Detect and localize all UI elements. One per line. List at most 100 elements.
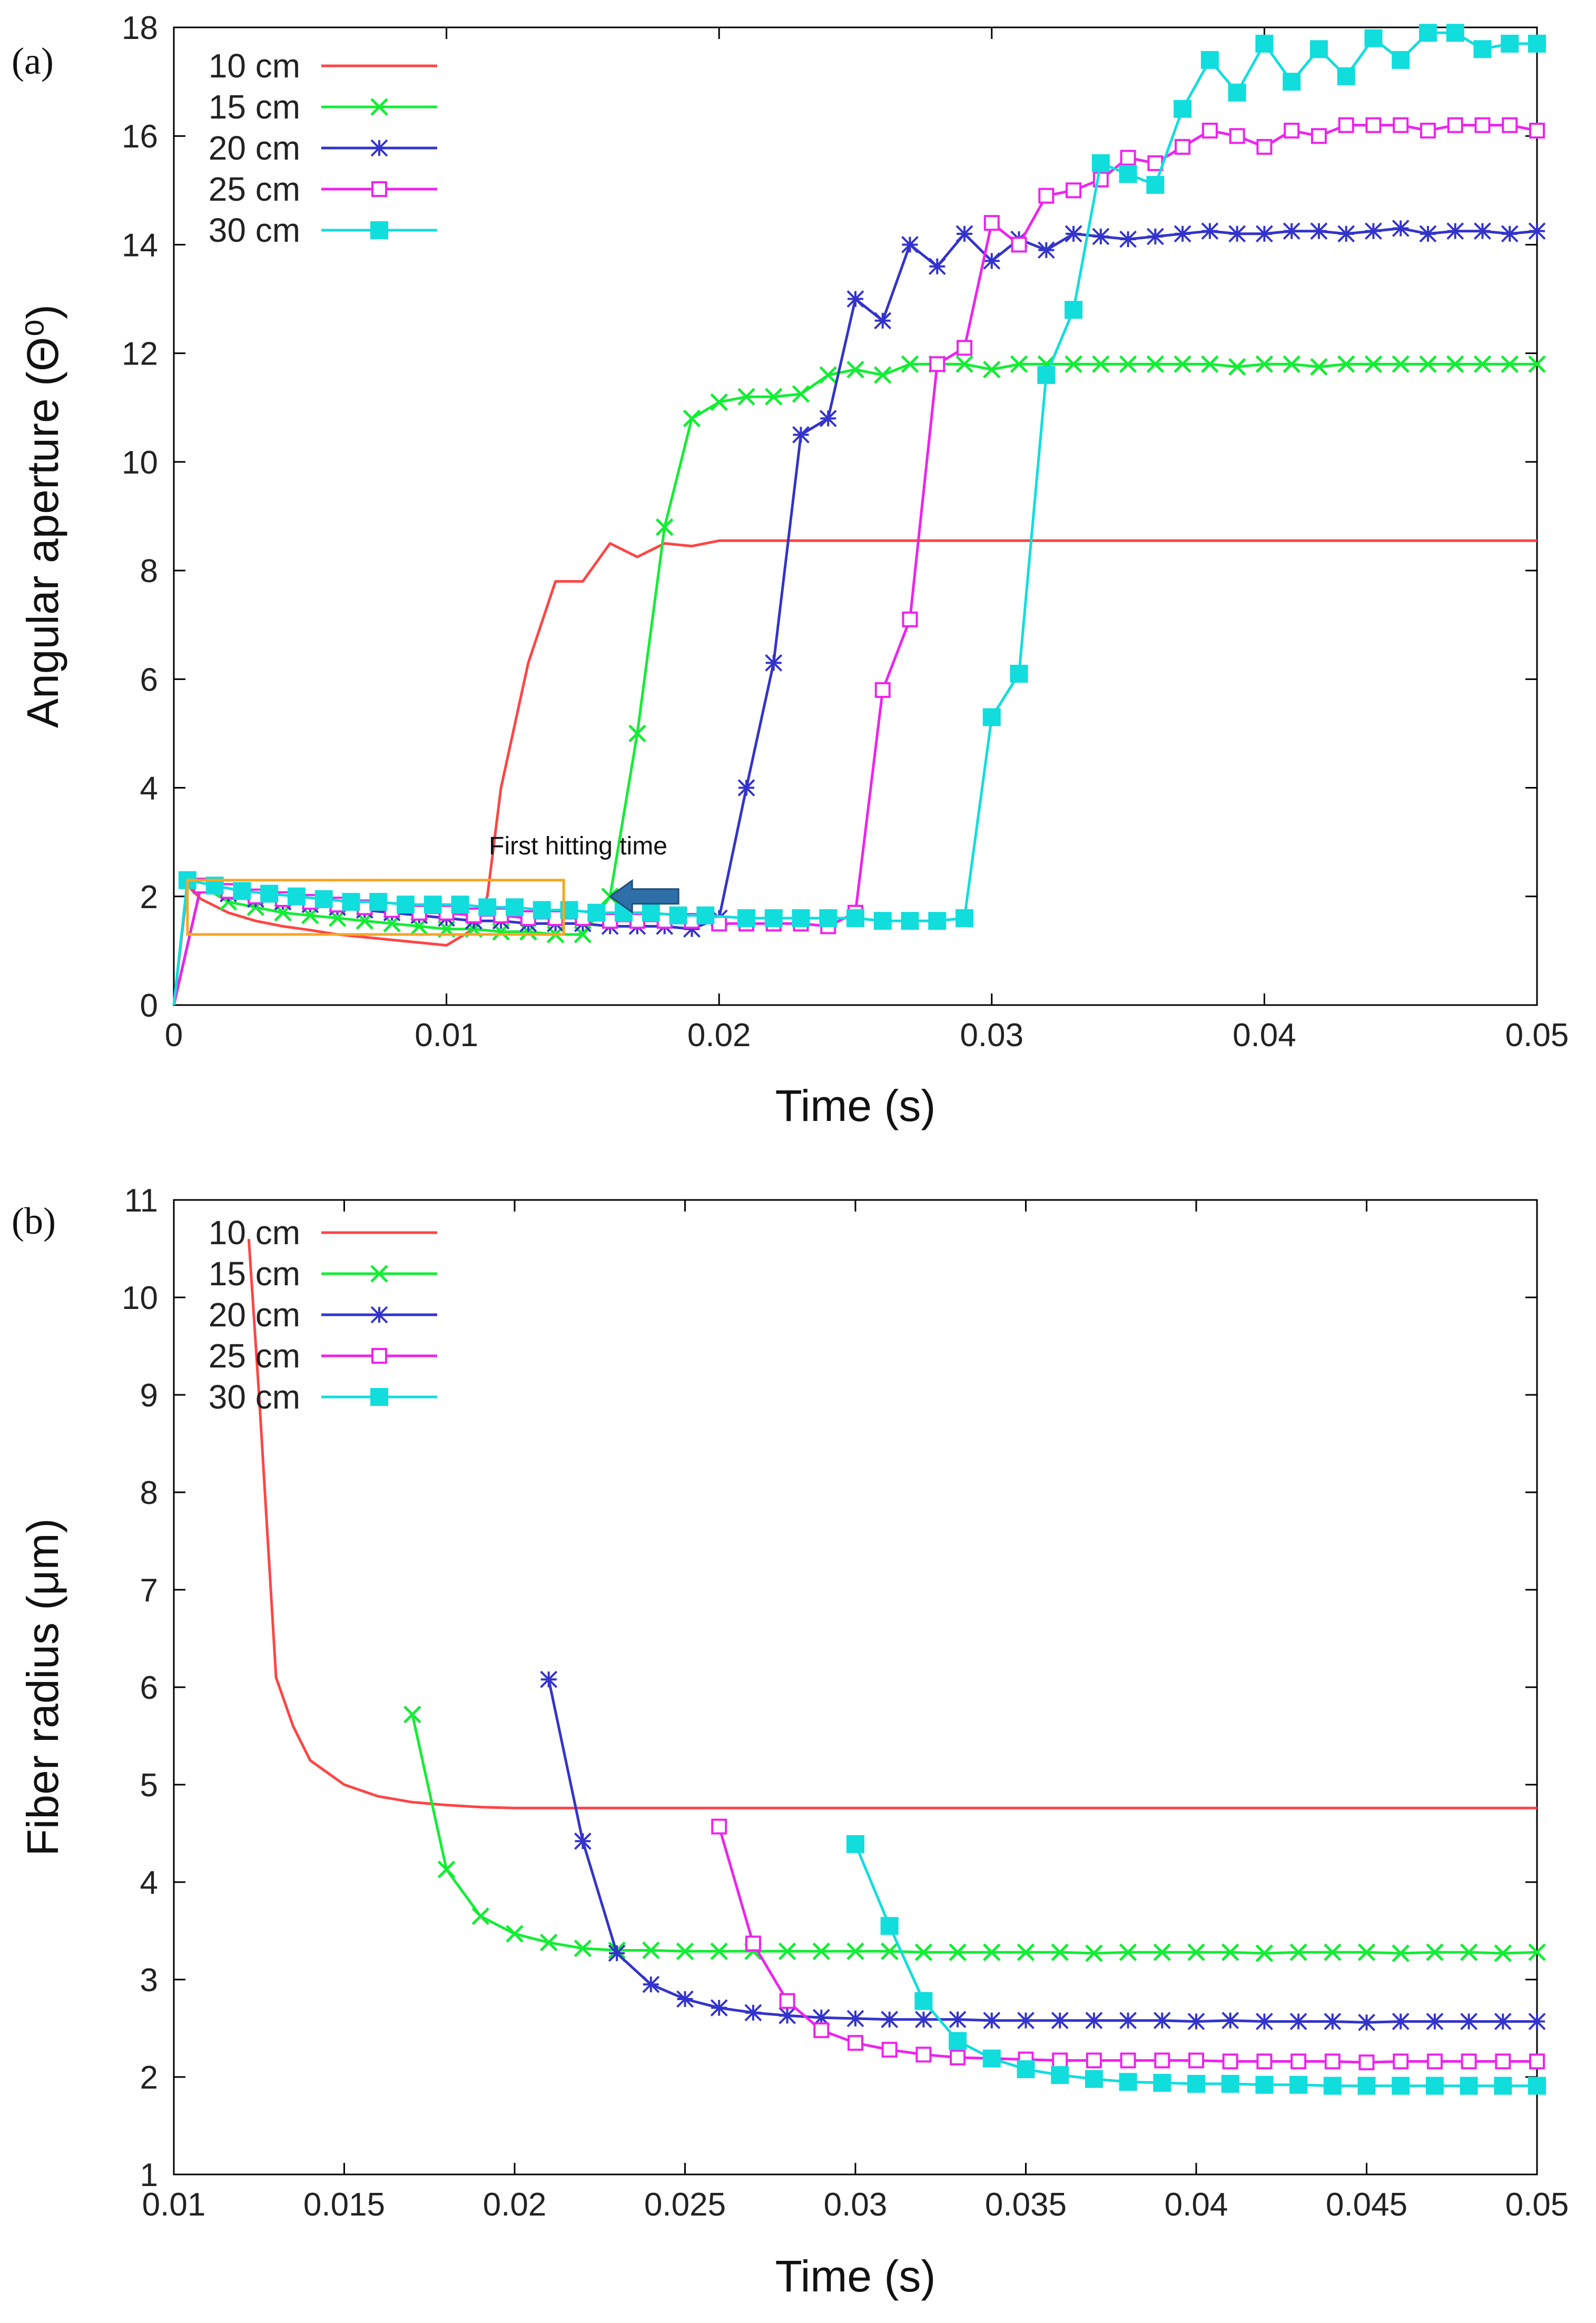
data-point bbox=[955, 355, 973, 373]
legend-marker bbox=[371, 1348, 387, 1364]
data-point bbox=[1528, 2076, 1546, 2095]
data-point bbox=[1119, 1943, 1137, 1961]
data-point bbox=[1283, 73, 1301, 91]
data-point bbox=[1289, 1943, 1307, 1961]
y-tick-label: 18 bbox=[122, 10, 158, 46]
data-point bbox=[778, 1942, 796, 1961]
data-point bbox=[1256, 139, 1273, 155]
data-point bbox=[1066, 182, 1082, 199]
data-point bbox=[287, 887, 306, 905]
data-point bbox=[1256, 2053, 1273, 2070]
data-point bbox=[533, 901, 551, 919]
y-tick-label: 4 bbox=[140, 771, 158, 807]
data-point bbox=[1364, 355, 1383, 373]
data-point bbox=[957, 340, 973, 356]
data-point bbox=[1010, 355, 1028, 373]
data-point bbox=[1494, 2076, 1512, 2095]
data-point bbox=[1392, 2076, 1410, 2095]
data-point bbox=[1229, 128, 1245, 144]
data-point bbox=[1310, 358, 1328, 376]
x-tick-label: 0.04 bbox=[1165, 2187, 1228, 2223]
plot-frame bbox=[173, 26, 1538, 1006]
data-point bbox=[1528, 1943, 1546, 1961]
legend-marker bbox=[370, 1388, 388, 1406]
data-point bbox=[1358, 2054, 1375, 2071]
x-tick-label: 0.01 bbox=[415, 1017, 478, 1054]
data-point bbox=[1420, 122, 1436, 139]
data-point bbox=[1283, 355, 1301, 373]
data-point bbox=[983, 215, 1000, 231]
data-point bbox=[342, 893, 360, 911]
data-point bbox=[1460, 2076, 1478, 2095]
data-point bbox=[1037, 366, 1056, 384]
data-point bbox=[1529, 122, 1545, 139]
data-point bbox=[792, 909, 810, 928]
data-point bbox=[683, 409, 701, 428]
y-axis-label: Angular aperture (Θ⁰) bbox=[18, 304, 67, 728]
series-line bbox=[172, 539, 1537, 1006]
y-tick-label: 8 bbox=[140, 1475, 158, 1511]
y-tick-label: 14 bbox=[122, 227, 158, 263]
y-tick-label: 11 bbox=[124, 1183, 158, 1219]
data-point bbox=[1338, 117, 1354, 133]
data-point bbox=[478, 898, 497, 917]
annotation-text: First hitting time bbox=[489, 832, 667, 860]
x-tick-label: 0.045 bbox=[1326, 2187, 1407, 2223]
data-point bbox=[1447, 117, 1463, 133]
legend-marker bbox=[370, 98, 388, 116]
data-point bbox=[949, 1943, 967, 1961]
data-point bbox=[1120, 150, 1136, 166]
data-point bbox=[983, 360, 1001, 379]
x-axis-label: Time (s) bbox=[775, 1081, 936, 1130]
highlight-box bbox=[186, 879, 565, 936]
series-line bbox=[411, 1714, 1538, 1955]
data-point bbox=[1222, 2053, 1238, 2070]
x-tick-label: 0.035 bbox=[985, 2187, 1067, 2223]
data-point bbox=[880, 1917, 899, 1935]
data-point bbox=[949, 2032, 967, 2050]
data-point bbox=[1393, 117, 1409, 133]
legend-label: 30 cm bbox=[209, 1378, 300, 1416]
data-point bbox=[1255, 355, 1274, 373]
data-point bbox=[819, 909, 838, 928]
data-point bbox=[1188, 2052, 1204, 2069]
data-point bbox=[1311, 128, 1327, 144]
legend-label: 10 cm bbox=[209, 1214, 300, 1252]
data-point bbox=[1221, 1943, 1239, 1961]
data-point bbox=[929, 356, 945, 372]
series-line bbox=[247, 1238, 1537, 1809]
x-tick-label: 0.02 bbox=[483, 2187, 547, 2223]
y-tick-label: 6 bbox=[140, 1670, 158, 1706]
data-point bbox=[779, 1993, 795, 2009]
x-tick-label: 0.05 bbox=[1505, 2187, 1569, 2223]
data-point bbox=[1065, 301, 1083, 319]
data-point bbox=[423, 895, 442, 914]
data-point bbox=[1290, 2053, 1307, 2070]
y-tick-label: 5 bbox=[140, 1767, 158, 1804]
y-tick-label: 1 bbox=[140, 2157, 158, 2193]
y-tick-label: 10 bbox=[122, 1280, 158, 1316]
data-point bbox=[792, 385, 810, 403]
y-tick-label: 2 bbox=[140, 879, 158, 916]
legend-label: 25 cm bbox=[209, 170, 300, 208]
data-point bbox=[642, 903, 660, 922]
data-point bbox=[451, 895, 469, 914]
y-tick-label: 6 bbox=[140, 662, 158, 698]
data-point bbox=[1187, 1943, 1205, 1961]
data-point bbox=[1221, 2074, 1239, 2093]
y-tick-label: 3 bbox=[140, 1962, 158, 1999]
data-point bbox=[1146, 355, 1165, 373]
data-point bbox=[1502, 117, 1518, 133]
data-point bbox=[642, 1941, 660, 1960]
series-line bbox=[172, 31, 1537, 1006]
data-point bbox=[1085, 2070, 1103, 2088]
y-axis-label: Fiber radius (μm) bbox=[18, 1518, 67, 1856]
data-point bbox=[901, 355, 919, 373]
legend-marker bbox=[370, 221, 388, 239]
series-30-cm bbox=[172, 24, 1546, 1006]
data-point bbox=[764, 909, 783, 928]
data-point bbox=[737, 909, 755, 928]
data-point bbox=[846, 360, 864, 379]
x-tick-label: 0.01 bbox=[142, 2187, 206, 2223]
data-point bbox=[587, 903, 606, 922]
